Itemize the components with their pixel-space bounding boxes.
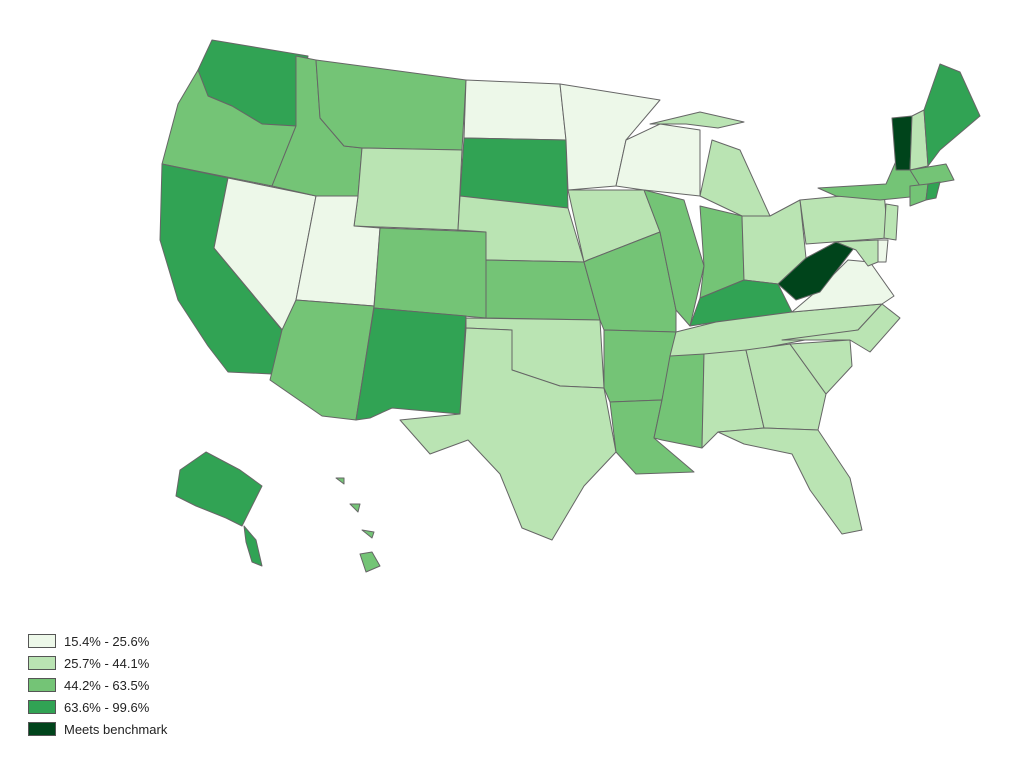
legend-item: 25.7% - 44.1% <box>28 654 167 672</box>
state-nj <box>883 203 899 241</box>
legend-swatch <box>28 678 56 692</box>
legend-item: Meets benchmark <box>28 720 167 738</box>
state-ri <box>925 181 941 201</box>
state-vt <box>891 115 913 171</box>
legend-item: 15.4% - 25.6% <box>28 632 167 650</box>
state-nm <box>355 307 467 421</box>
state-nc <box>781 303 901 353</box>
state-md <box>835 239 879 267</box>
state-ct <box>909 183 929 207</box>
state-ma <box>909 163 955 187</box>
state-nd <box>463 79 567 141</box>
legend-swatch <box>28 700 56 714</box>
state-de <box>877 239 889 263</box>
state-mi <box>649 111 771 217</box>
legend-swatch <box>28 656 56 670</box>
state-me <box>923 63 981 167</box>
legend-label: 63.6% - 99.6% <box>64 699 150 715</box>
legend-swatch <box>28 722 56 736</box>
legend-item: 44.2% - 63.5% <box>28 676 167 694</box>
state-ks <box>485 259 601 321</box>
state-ak <box>175 451 263 567</box>
state-ga <box>745 343 827 431</box>
state-co <box>373 227 487 319</box>
state-hi <box>335 477 381 573</box>
state-sc <box>789 339 853 395</box>
legend-item: 63.6% - 99.6% <box>28 698 167 716</box>
state-tx <box>399 327 617 541</box>
legend-label: 15.4% - 25.6% <box>64 633 150 649</box>
legend-label: Meets benchmark <box>64 721 168 737</box>
state-mo <box>583 231 677 333</box>
legend-label: 25.7% - 44.1% <box>64 655 150 671</box>
legend-swatch <box>28 634 56 648</box>
state-wy <box>353 147 463 231</box>
legend: 15.4% - 25.6% 25.7% - 44.1% 44.2% - 63.5… <box>28 632 167 742</box>
state-fl <box>717 427 863 535</box>
state-mt <box>315 59 467 151</box>
us-state-map <box>159 39 981 573</box>
legend-label: 44.2% - 63.5% <box>64 677 150 693</box>
